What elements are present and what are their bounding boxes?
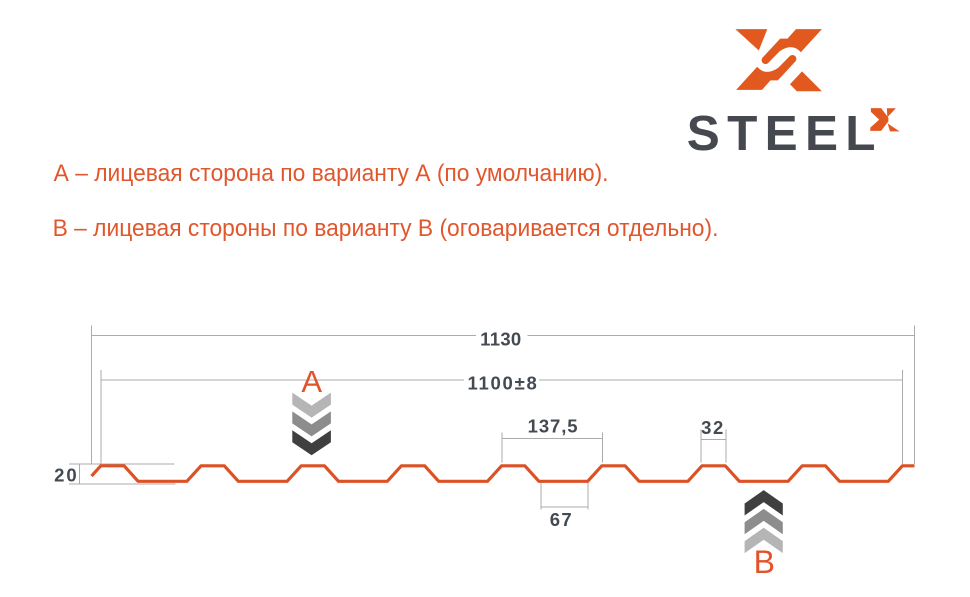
- svg-text:32: 32: [701, 417, 725, 438]
- svg-text:В – лицевая стороны по вариант: В – лицевая стороны по варианту В (огова…: [53, 214, 719, 241]
- svg-text:B: B: [754, 544, 775, 580]
- svg-text:А – лицевая сторона по вариант: А – лицевая сторона по варианту А (по ум…: [54, 159, 609, 186]
- svg-text:67: 67: [550, 509, 573, 530]
- svg-text:137,5: 137,5: [528, 415, 579, 436]
- svg-text:1130: 1130: [480, 329, 521, 350]
- svg-text:20: 20: [54, 465, 79, 486]
- svg-text:1100±8: 1100±8: [467, 372, 538, 393]
- svg-text:STEEL: STEEL: [687, 106, 883, 161]
- svg-text:A: A: [301, 364, 322, 399]
